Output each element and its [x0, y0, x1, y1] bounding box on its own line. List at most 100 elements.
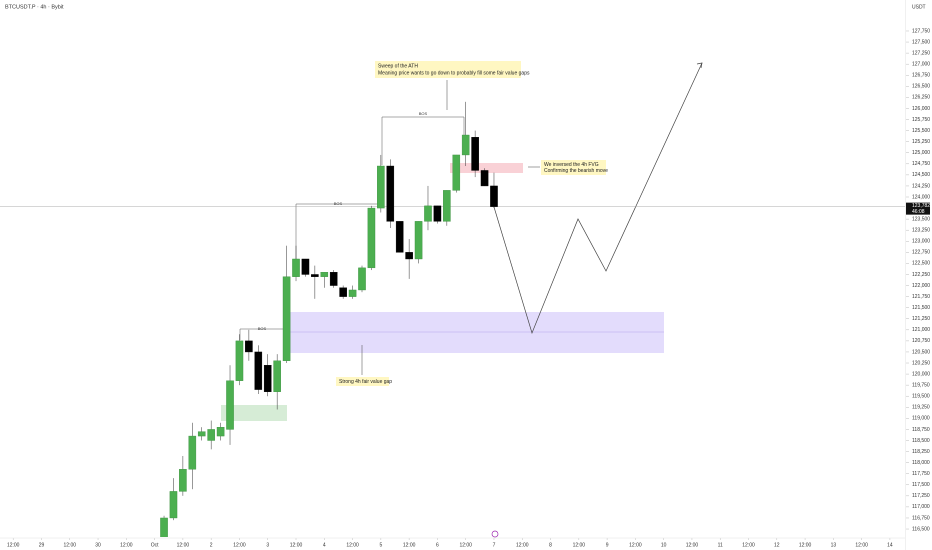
- y-tick-label: 118,250: [912, 449, 930, 455]
- y-tick-label: 121,750: [912, 294, 930, 300]
- y-tick-label: 118,000: [912, 460, 930, 466]
- y-tick-label: 118,750: [912, 427, 930, 433]
- annotation-text: Strong 4h fair value gap: [339, 379, 392, 385]
- candle-body: [160, 517, 168, 537]
- projection-arrowhead: [696, 62, 703, 69]
- ifvg-zone: [450, 163, 523, 173]
- candle-body: [320, 272, 329, 277]
- x-tick-label: 13: [831, 542, 837, 548]
- countdown-label: 46:08: [912, 209, 925, 215]
- bos-label: BOS: [419, 111, 428, 116]
- candle-body: [405, 252, 413, 260]
- candle-body: [433, 205, 442, 222]
- y-tick-label: 125,500: [912, 128, 930, 134]
- event-icon[interactable]: [491, 530, 499, 538]
- candle-body: [395, 221, 404, 253]
- x-tick-label: 12:00: [177, 542, 190, 548]
- y-tick-label: 120,000: [912, 371, 930, 377]
- candle-body: [207, 429, 215, 441]
- bos-label: BOS: [334, 201, 343, 206]
- candle-body: [348, 289, 357, 297]
- candle-body: [358, 267, 366, 291]
- y-tick-label: 117,750: [912, 471, 930, 477]
- candle-body: [216, 427, 225, 437]
- x-tick-label: 12:00: [686, 542, 699, 548]
- y-tick-label: 126,000: [912, 106, 930, 112]
- candle-body: [169, 491, 178, 519]
- x-tick-label: 3: [266, 542, 269, 548]
- fvg-zone: [290, 312, 664, 353]
- bos-line: [239, 328, 286, 340]
- y-tick-label: 126,250: [912, 95, 930, 101]
- candle-body: [452, 154, 461, 191]
- candle-body: [461, 134, 470, 156]
- y-tick-label: 124,000: [912, 194, 930, 200]
- candle-body: [292, 258, 300, 277]
- x-tick-label: 5: [379, 542, 382, 548]
- annotation-text: Meaning price wants to go down to probab…: [378, 70, 530, 76]
- candle-body: [471, 137, 479, 171]
- bos-line: [295, 203, 381, 262]
- candle-body: [339, 287, 347, 297]
- candle-body: [245, 340, 253, 353]
- annotation-box: [375, 61, 521, 78]
- annotation-text: Sweep of the ATH: [378, 63, 418, 69]
- y-tick-label: 117,000: [912, 504, 930, 510]
- candle-body: [377, 165, 385, 209]
- y-tick-label: 120,750: [912, 338, 930, 344]
- projection-path: [493, 62, 703, 335]
- candle-body: [226, 380, 234, 430]
- bos-label: BOS: [258, 326, 267, 331]
- annotation-text: Confirming the bearish move: [544, 168, 608, 174]
- y-tick-label: 125,250: [912, 139, 930, 145]
- y-tick-label: 122,250: [912, 272, 930, 278]
- x-tick-label: 2: [210, 542, 213, 548]
- annotation-box: [541, 160, 606, 175]
- annotation-box: [336, 377, 389, 386]
- annotation-text: We inversed the 4h FVG: [544, 162, 599, 168]
- candle-body: [263, 365, 272, 392]
- candle-body: [235, 340, 244, 381]
- y-tick-label: 119,000: [912, 416, 930, 422]
- candle-body: [179, 469, 187, 492]
- y-tick-label: 126,500: [912, 84, 930, 90]
- y-tick-label: 120,500: [912, 349, 930, 355]
- y-tick-label: 122,750: [912, 250, 930, 256]
- x-tick-label: 12:00: [573, 542, 586, 548]
- x-tick-label: 12:00: [120, 542, 133, 548]
- x-tick-label: 12:00: [233, 542, 246, 548]
- x-tick-label: 10: [661, 542, 667, 548]
- chart-title: BTCUSDT.P · 4h · Bybit: [5, 4, 64, 10]
- x-tick-label: 12:00: [64, 542, 77, 548]
- y-tick-label: 127,500: [912, 39, 930, 45]
- x-tick-label: 12:00: [516, 542, 529, 548]
- y-tick-label: 126,750: [912, 73, 930, 79]
- y-tick-label: 125,750: [912, 117, 930, 123]
- x-tick-label: 11: [718, 542, 723, 548]
- y-tick-label: 122,500: [912, 261, 930, 267]
- candle-body: [254, 351, 263, 390]
- y-tick-label: 122,000: [912, 283, 930, 289]
- y-tick-label: 123,500: [912, 216, 930, 222]
- last-price-tag: [906, 202, 930, 215]
- x-tick-label: 12:00: [799, 542, 812, 548]
- x-tick-label: Oct: [151, 542, 159, 548]
- candle-body: [329, 272, 338, 286]
- x-tick-label: 12:00: [346, 542, 359, 548]
- candle-body: [367, 207, 376, 269]
- x-tick-label: 12: [774, 542, 780, 548]
- y-tick-label: 120,250: [912, 360, 930, 366]
- candle-body: [386, 165, 395, 222]
- y-tick-label: 124,750: [912, 161, 930, 167]
- y-tick-label: 121,250: [912, 316, 930, 322]
- candle-body: [188, 435, 197, 470]
- x-tick-label: 29: [39, 542, 45, 548]
- candle-body: [301, 258, 310, 275]
- y-tick-label: 127,000: [912, 62, 930, 68]
- x-tick-label: 12:00: [742, 542, 755, 548]
- y-tick-label: 116,500: [912, 526, 930, 532]
- x-tick-label: 30: [95, 542, 101, 548]
- x-tick-label: 9: [606, 542, 609, 548]
- candle-body: [273, 360, 281, 392]
- y-tick-label: 119,750: [912, 382, 930, 388]
